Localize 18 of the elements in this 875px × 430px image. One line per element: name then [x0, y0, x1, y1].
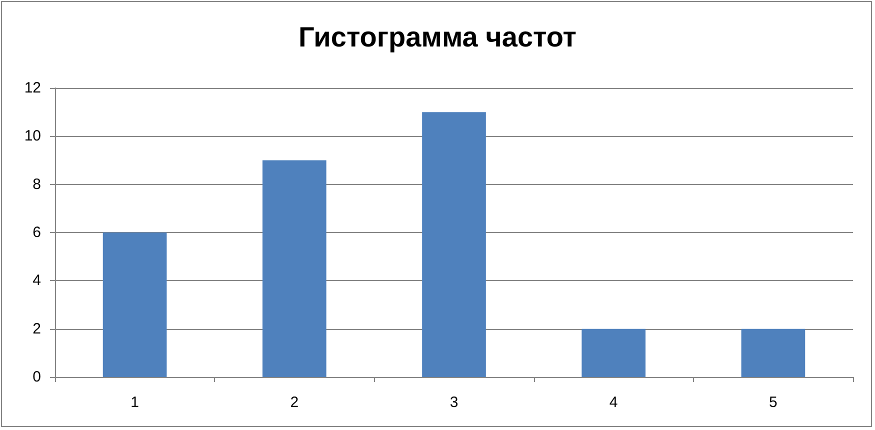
x-tick-label: 2	[290, 394, 299, 411]
y-tick-label: 4	[32, 272, 41, 290]
x-tick-label: 5	[769, 394, 778, 411]
chart-title: Гистограмма частот	[298, 22, 577, 52]
x-tick-label: 1	[130, 394, 139, 411]
x-tick-label: 4	[609, 394, 618, 411]
bar	[741, 328, 806, 377]
y-tick-label: 12	[24, 80, 41, 96]
y-tick-label: 2	[32, 320, 41, 338]
bar	[582, 328, 646, 377]
bar	[102, 232, 167, 377]
y-tick-label: 0	[32, 368, 41, 386]
y-tick-label: 8	[32, 176, 41, 193]
bar	[422, 112, 486, 377]
y-tick-label: 10	[24, 128, 41, 145]
y-tick-label: 6	[32, 224, 41, 241]
x-tick-label: 3	[450, 394, 458, 411]
bar	[262, 160, 326, 377]
